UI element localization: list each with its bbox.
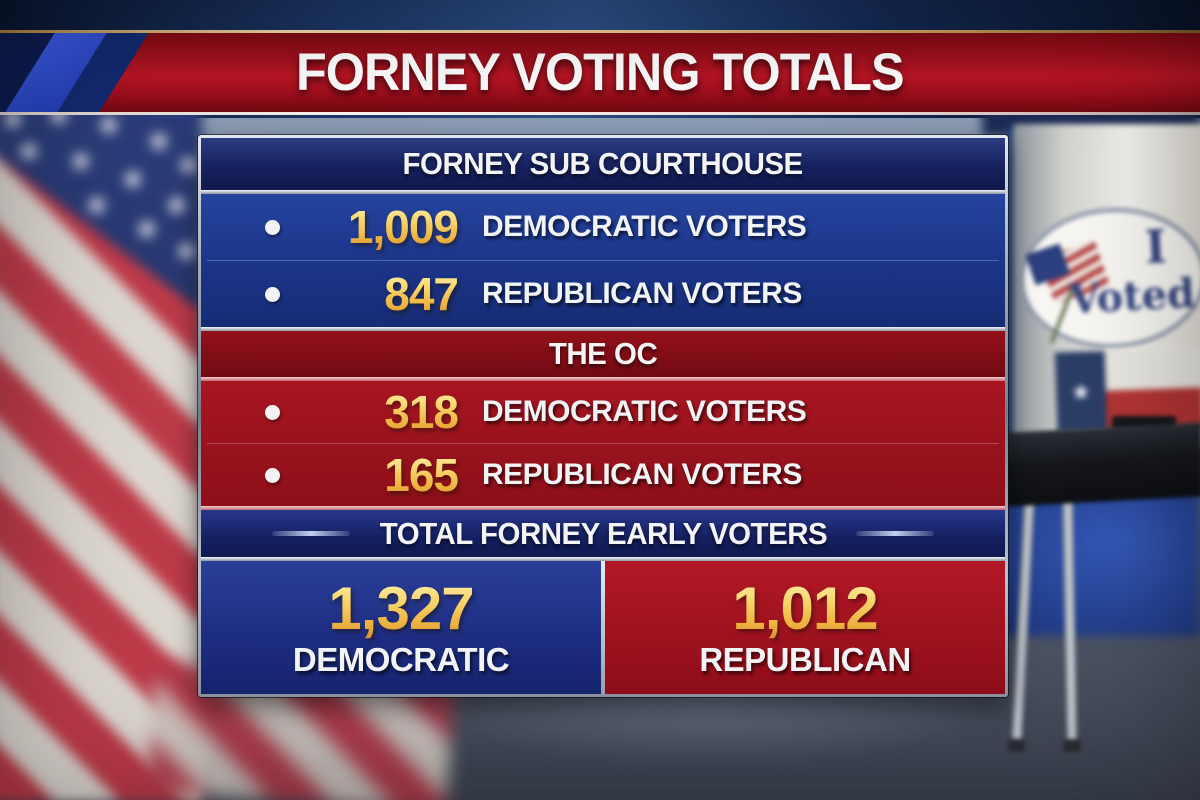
voting-totals-panel: FORNEY SUB COURTHOUSE 1,009 DEMOCRATIC V… <box>198 135 1008 697</box>
republican-total-value: 1,012 <box>732 575 878 642</box>
bullet-icon <box>265 467 280 483</box>
row-divider <box>207 260 999 261</box>
section-header-forney-sub-courthouse: FORNEY SUB COURTHOUSE <box>201 138 1005 190</box>
democratic-total-label: DEMOCRATIC <box>292 641 510 678</box>
banner-white-line <box>0 112 1200 115</box>
totals-row: 1,327 DEMOCRATIC 1,012 REPUBLICAN <box>201 561 1005 694</box>
democratic-total-value: 1,327 <box>328 575 474 642</box>
flag-star-icon: ★ <box>166 192 188 219</box>
section-header-totals: TOTAL FORNEY EARLY VOTERS <box>201 510 1005 557</box>
the-oc-rows: 318 DEMOCRATIC VOTERS 165 REPUBLICAN VOT… <box>201 381 1005 506</box>
table-row: 318 DEMOCRATIC VOTERS <box>201 381 1005 443</box>
republican-count: 847 <box>280 271 459 317</box>
republican-label: REPUBLICAN VOTERS <box>482 458 802 491</box>
flag-star-icon: ★ <box>98 112 120 139</box>
separator <box>201 557 1005 561</box>
separator <box>201 190 1005 194</box>
texas-flag-white-stripe <box>1104 347 1200 391</box>
flag-star-icon: ★ <box>176 238 198 265</box>
separator <box>201 506 1005 510</box>
banner-body: FORNEY VOTING TOTALS <box>0 33 1200 112</box>
republican-label: REPUBLICAN VOTERS <box>482 277 802 310</box>
courthouse-rows: 1,009 DEMOCRATIC VOTERS 847 REPUBLICAN V… <box>201 194 1005 327</box>
banner-gold-line <box>0 30 1200 33</box>
totals-divider <box>601 561 605 694</box>
table-row: 847 REPUBLICAN VOTERS <box>201 261 1005 327</box>
sticker-word-voted: Voted <box>1067 269 1197 324</box>
democratic-count: 1,009 <box>280 204 459 250</box>
bullet-icon <box>265 286 280 302</box>
section-header-label: FORNEY SUB COURTHOUSE <box>402 146 804 181</box>
democratic-label: DEMOCRATIC VOTERS <box>482 395 807 428</box>
republican-total-cell: 1,012 REPUBLICAN <box>605 561 1005 694</box>
title-banner: FORNEY VOTING TOTALS <box>0 30 1200 115</box>
booth-tray <box>990 422 1200 508</box>
flag-star-icon: ★ <box>70 148 92 175</box>
row-divider <box>207 443 999 444</box>
republican-count: 165 <box>280 452 459 498</box>
democratic-total-cell: 1,327 DEMOCRATIC <box>201 561 601 694</box>
bullet-icon <box>265 219 280 235</box>
totals-header-label: TOTAL FORNEY EARLY VOTERS <box>379 515 827 551</box>
flag-star-icon: ★ <box>18 138 40 165</box>
separator <box>201 327 1005 331</box>
flag-star-icon: ★ <box>148 128 170 155</box>
table-row: 1,009 DEMOCRATIC VOTERS <box>201 194 1005 260</box>
bullet-icon <box>265 404 280 420</box>
header-dash-line <box>856 531 935 536</box>
section-header-the-oc: THE OC <box>201 331 1005 377</box>
table-row: 165 REPUBLICAN VOTERS <box>201 444 1005 506</box>
sticker-word-i: I <box>1143 219 1168 275</box>
header-dash-line <box>271 531 350 536</box>
republican-total-label: REPUBLICAN <box>699 641 911 678</box>
flag-star-icon: ★ <box>86 192 108 219</box>
separator <box>201 377 1005 381</box>
section-header-label: THE OC <box>548 336 658 371</box>
democratic-label: DEMOCRATIC VOTERS <box>482 210 807 243</box>
flag-star-icon: ★ <box>178 152 200 179</box>
page-title: FORNEY VOTING TOTALS <box>296 43 905 102</box>
texas-flag-star-icon: ★ <box>1054 350 1108 433</box>
democratic-count: 318 <box>280 389 459 435</box>
flag-star-icon: ★ <box>136 216 158 243</box>
flag-star-icon: ★ <box>122 166 144 193</box>
